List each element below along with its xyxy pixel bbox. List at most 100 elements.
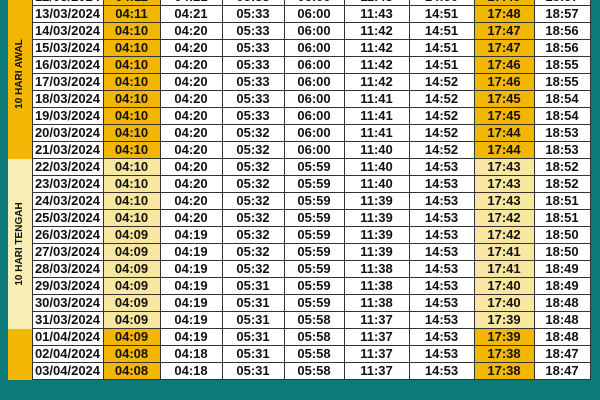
dhuha-cell: 06:00 — [283, 5, 345, 23]
zohor-cell: 11:39 — [343, 192, 410, 210]
imsak-cell: 04:09 — [102, 294, 161, 312]
asar-cell: 14:53 — [408, 328, 475, 346]
isyak-cell: 18:52 — [533, 175, 591, 193]
date-cell: 16/03/2024 — [31, 56, 104, 74]
dhuha-cell: 06:00 — [283, 141, 345, 159]
subuh-cell: 04:20 — [159, 158, 223, 176]
isyak-cell: 18:56 — [533, 39, 591, 57]
isyak-cell: 18:50 — [533, 243, 591, 261]
imsak-cell: 04:10 — [102, 158, 161, 176]
maghrib-cell: 17:48 — [473, 5, 535, 23]
maghrib-cell: 17:44 — [473, 124, 535, 142]
asar-cell: 14:53 — [408, 294, 475, 312]
date-cell: 13/03/2024 — [31, 5, 104, 23]
table-row: 30/03/2024 04:09 04:19 05:31 05:59 11:38 14:53… — [8, 294, 591, 312]
zohor-cell: 11:42 — [343, 39, 410, 57]
subuh-cell: 04:20 — [159, 90, 223, 108]
imsak-cell: 04:10 — [102, 141, 161, 159]
zohor-cell: 11:42 — [343, 22, 410, 40]
maghrib-cell: 17:47 — [473, 22, 535, 40]
isyak-cell: 18:49 — [533, 277, 591, 295]
dhuha-cell: 06:00 — [283, 22, 345, 40]
syuruk-cell: 05:33 — [221, 73, 285, 91]
imsak-cell: 04:11 — [102, 5, 161, 23]
subuh-cell: 04:20 — [159, 209, 223, 227]
table-row: 13/03/2024 04:11 04:21 05:33 06:00 11:43 14:51… — [8, 5, 591, 23]
asar-cell: 14:52 — [408, 107, 475, 125]
asar-cell: 14:53 — [408, 311, 475, 329]
isyak-cell: 18:54 — [533, 90, 591, 108]
asar-cell: 14:53 — [408, 243, 475, 261]
date-cell: 03/04/2024 — [31, 362, 104, 380]
maghrib-cell: 17:41 — [473, 243, 535, 261]
imsak-cell: 04:10 — [102, 107, 161, 125]
dhuha-cell: 06:00 — [283, 39, 345, 57]
dhuha-cell: 05:59 — [283, 294, 345, 312]
table-row: 19/03/2024 04:10 04:20 05:33 06:00 11:41 14:52… — [8, 107, 591, 125]
subuh-cell: 04:18 — [159, 345, 223, 363]
syuruk-cell: 05:32 — [221, 243, 285, 261]
subuh-cell: 04:19 — [159, 277, 223, 295]
imsak-cell: 04:08 — [102, 362, 161, 380]
maghrib-cell: 17:39 — [473, 311, 535, 329]
isyak-cell: 18:55 — [533, 73, 591, 91]
syuruk-cell: 05:33 — [221, 22, 285, 40]
asar-cell: 14:52 — [408, 124, 475, 142]
dhuha-cell: 05:59 — [283, 260, 345, 278]
imsak-cell: 04:09 — [102, 277, 161, 295]
maghrib-cell: 17:38 — [473, 345, 535, 363]
zohor-cell: 11:41 — [343, 90, 410, 108]
isyak-cell: 18:53 — [533, 124, 591, 142]
subuh-cell: 04:19 — [159, 260, 223, 278]
section-label: 10 HARI AWAL — [8, 0, 33, 159]
zohor-cell: 11:39 — [343, 243, 410, 261]
imsak-cell: 04:10 — [102, 73, 161, 91]
isyak-cell: 18:48 — [533, 328, 591, 346]
table-row: 18/03/2024 04:10 04:20 05:33 06:00 11:41 14:52… — [8, 90, 591, 108]
asar-cell: 14:53 — [408, 175, 475, 193]
dhuha-cell: 05:58 — [283, 345, 345, 363]
imsak-cell: 04:10 — [102, 192, 161, 210]
isyak-cell: 18:56 — [533, 22, 591, 40]
asar-cell: 14:53 — [408, 226, 475, 244]
subuh-cell: 04:19 — [159, 294, 223, 312]
table-row: 31/03/2024 04:09 04:19 05:31 05:58 11:37 14:53… — [8, 311, 591, 329]
table-row: 03/04/2024 04:08 04:18 05:31 05:58 11:37 14:53… — [8, 362, 591, 380]
table-row: 24/03/2024 04:10 04:20 05:32 05:59 11:39 14:53… — [8, 192, 591, 210]
syuruk-cell: 05:33 — [221, 5, 285, 23]
table-row: 15/03/2024 04:10 04:20 05:33 06:00 11:42 14:51… — [8, 39, 591, 57]
asar-cell: 14:51 — [408, 39, 475, 57]
syuruk-cell: 05:32 — [221, 209, 285, 227]
asar-cell: 14:53 — [408, 345, 475, 363]
maghrib-cell: 17:42 — [473, 226, 535, 244]
subuh-cell: 04:19 — [159, 328, 223, 346]
dhuha-cell: 06:00 — [283, 90, 345, 108]
zohor-cell: 11:42 — [343, 56, 410, 74]
isyak-cell: 18:48 — [533, 294, 591, 312]
date-cell: 20/03/2024 — [31, 124, 104, 142]
isyak-cell: 18:54 — [533, 107, 591, 125]
maghrib-cell: 17:41 — [473, 260, 535, 278]
zohor-cell: 11:37 — [343, 311, 410, 329]
subuh-cell: 04:20 — [159, 124, 223, 142]
subuh-cell: 04:21 — [159, 5, 223, 23]
table-row: 21/03/2024 04:10 04:20 05:32 06:00 11:40 14:52… — [8, 141, 591, 159]
date-cell: 24/03/2024 — [31, 192, 104, 210]
dhuha-cell: 05:59 — [283, 277, 345, 295]
date-cell: 23/03/2024 — [31, 175, 104, 193]
dhuha-cell: 05:59 — [283, 192, 345, 210]
table-row: 28/03/2024 04:09 04:19 05:32 05:59 11:38 14:53… — [8, 260, 591, 278]
dhuha-cell: 05:59 — [283, 226, 345, 244]
imsak-cell: 04:09 — [102, 260, 161, 278]
dhuha-cell: 05:59 — [283, 209, 345, 227]
zohor-cell: 11:41 — [343, 107, 410, 125]
syuruk-cell: 05:33 — [221, 90, 285, 108]
imsak-cell: 04:10 — [102, 39, 161, 57]
maghrib-cell: 17:46 — [473, 73, 535, 91]
syuruk-cell: 05:33 — [221, 39, 285, 57]
date-cell: 01/04/2024 — [31, 328, 104, 346]
section-label: 10 HARI TENGAH — [8, 158, 33, 329]
asar-cell: 14:53 — [408, 362, 475, 380]
syuruk-cell: 05:31 — [221, 294, 285, 312]
asar-cell: 14:53 — [408, 158, 475, 176]
